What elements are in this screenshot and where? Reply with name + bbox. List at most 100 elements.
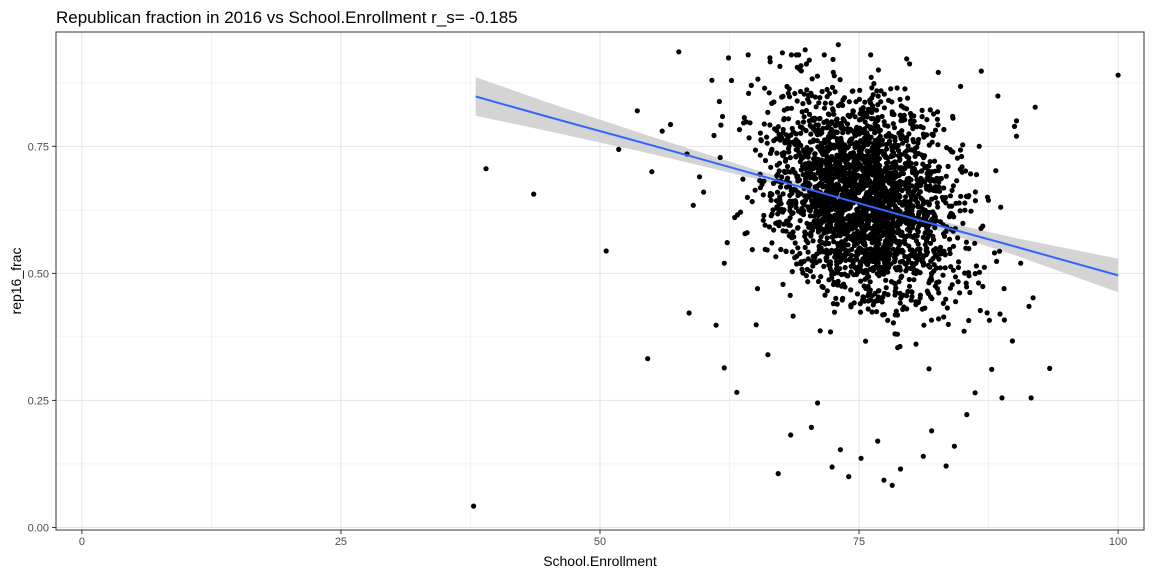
data-point [845, 165, 851, 171]
data-point [908, 289, 915, 295]
data-point [779, 174, 785, 180]
data-point [829, 272, 835, 278]
data-point [603, 248, 609, 254]
data-point [955, 235, 961, 241]
data-point [792, 240, 798, 246]
data-point [845, 248, 851, 254]
data-point [881, 249, 887, 256]
data-point [762, 85, 768, 91]
data-point [954, 178, 960, 184]
data-point [890, 152, 897, 159]
data-point [791, 234, 797, 240]
data-point [850, 237, 856, 243]
data-point [676, 49, 682, 55]
data-point [932, 178, 938, 184]
data-point [963, 245, 969, 251]
data-point [884, 236, 890, 242]
data-point [881, 267, 888, 273]
data-point [616, 146, 622, 152]
data-point [864, 206, 871, 212]
data-point [819, 176, 825, 182]
data-point [814, 73, 821, 79]
data-point [909, 247, 915, 253]
data-point [786, 233, 792, 239]
data-point [852, 176, 858, 182]
data-point [866, 214, 872, 220]
data-point [915, 253, 922, 259]
data-point [869, 109, 875, 116]
data-point [832, 89, 838, 95]
data-point [793, 52, 800, 58]
data-point [817, 238, 823, 244]
data-point [965, 270, 972, 276]
data-point [838, 125, 844, 131]
data-point [732, 214, 738, 221]
data-point [895, 206, 901, 212]
data-point [883, 277, 889, 283]
data-point [828, 100, 834, 106]
data-point [851, 212, 857, 218]
data-point [815, 122, 822, 128]
data-point [994, 258, 1000, 264]
fit-line-layer [475, 95, 1119, 277]
data-point [916, 209, 922, 215]
data-point [799, 109, 805, 115]
data-point [819, 130, 825, 136]
data-point [873, 245, 879, 251]
data-point [749, 199, 755, 205]
data-point [911, 277, 917, 283]
data-point [762, 157, 769, 164]
data-point [892, 289, 899, 296]
data-point [894, 85, 900, 91]
data-point [929, 270, 935, 276]
data-point [941, 126, 947, 133]
data-point [857, 309, 864, 315]
data-point [782, 140, 788, 146]
data-point [777, 63, 783, 69]
data-point [869, 103, 876, 109]
data-point [918, 195, 924, 201]
data-point [800, 119, 807, 125]
data-point [906, 211, 912, 217]
data-point [828, 180, 835, 186]
data-point [873, 309, 880, 315]
data-point [891, 125, 898, 131]
data-point [871, 81, 877, 87]
data-point [912, 232, 918, 238]
data-point [833, 259, 840, 265]
data-point [837, 224, 843, 230]
data-point [947, 193, 954, 199]
data-point [885, 165, 891, 171]
data-point [878, 88, 884, 94]
data-point [840, 177, 846, 183]
data-point [744, 230, 750, 236]
data-point [809, 76, 815, 82]
data-point [943, 228, 949, 235]
data-point [921, 322, 927, 328]
data-point [952, 274, 959, 280]
data-point [765, 109, 771, 115]
data-point [944, 145, 950, 151]
major-gridlines [56, 32, 1144, 530]
data-point [808, 147, 814, 153]
data-point [962, 200, 968, 206]
data-point [870, 302, 876, 308]
data-point [925, 262, 931, 268]
data-point [827, 145, 834, 151]
data-point [736, 127, 743, 133]
data-point [863, 338, 869, 344]
data-point [879, 175, 885, 181]
data-point [867, 279, 873, 285]
data-point [825, 211, 831, 217]
data-point [980, 283, 986, 290]
data-point [916, 191, 922, 197]
data-point [767, 55, 773, 61]
data-point [872, 290, 878, 297]
data-point [868, 52, 874, 58]
data-point [862, 119, 868, 125]
data-point [846, 99, 852, 105]
data-point [876, 136, 882, 142]
data-point [792, 141, 798, 147]
data-point [901, 112, 907, 118]
data-point [911, 270, 917, 276]
